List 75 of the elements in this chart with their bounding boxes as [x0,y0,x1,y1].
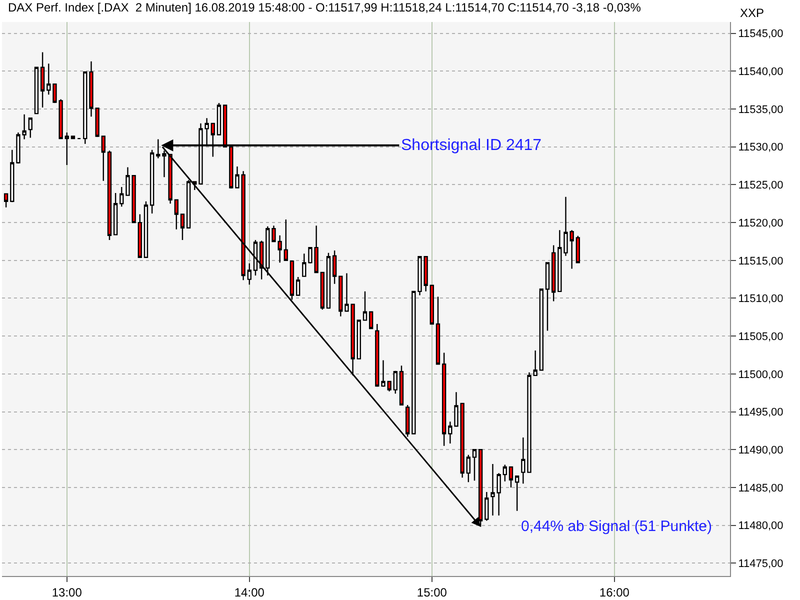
candlestick [40,52,45,108]
candlestick [28,118,32,138]
candlestick [332,250,337,284]
candlestick [107,150,112,241]
x-tick-label: 16:00 [599,585,630,600]
candlestick [436,296,440,365]
candlestick [150,149,154,214]
candlestick [174,199,178,230]
y-tick-label: 11495,00 [738,406,784,419]
x-tick-label: 15:00 [416,585,448,600]
candlestick [393,370,398,394]
candlestick [539,288,544,371]
candlestick [156,138,160,159]
candlestick [266,226,270,276]
candlestick [216,102,222,136]
y-tick-label: 11480,00 [738,520,784,532]
x-tick-label: 14:00 [234,585,265,600]
candlestick [472,449,477,482]
candlestick [259,240,264,280]
candlestick [83,71,88,144]
y-tick-label: 11520,00 [738,217,784,230]
candlestick [326,252,331,309]
candlestick [138,214,142,258]
y-axis-title: XXP [740,6,764,20]
candlestick [399,365,404,406]
y-tick-label: 11515,00 [738,255,784,268]
candlestick [101,136,106,182]
candlestick [64,132,69,166]
candlestick [442,352,446,446]
x-tick-label: 13:00 [52,585,82,600]
candlestick [320,272,324,310]
y-tick-label: 11475,00 [738,558,784,570]
y-tick-label: 11505,00 [738,330,784,343]
y-tick-label: 11530,00 [738,142,784,154]
candlestick [302,252,306,277]
y-tick-label: 11535,00 [738,104,784,116]
annotation: 0,44% ab Signal (51 Punkte) [521,518,712,535]
candlestick [466,454,470,483]
candlestick [545,262,550,332]
y-tick-label: 11485,00 [738,482,784,494]
candlestick [502,464,507,482]
candlestick [296,276,300,296]
candlestick [508,466,514,488]
candlestick [4,193,8,208]
candlestick [253,239,258,276]
y-tick-label: 11510,00 [738,293,784,306]
candlestick [514,476,520,512]
candlestick [284,218,288,261]
candlestick [338,276,343,318]
chart-title: DAX Perf. Index [.DAX 2 Minuten] 16.08.2019 15:48:00 - O:11517,99 H:11518,24 L:11514,70 C:11514,70 -3,18 -0,03% [8,0,642,14]
candlestick [113,192,118,236]
candlestick [484,491,489,522]
candlestick [186,180,191,228]
y-tick-label: 11525,00 [738,180,784,192]
candlestick [356,320,361,360]
y-tick-label: 11540,00 [738,66,784,78]
candlestick [362,290,368,321]
candlestick [120,186,124,208]
candlestick [430,284,434,325]
candlestick [180,214,185,241]
y-tick-label: 11490,00 [738,444,784,456]
candlestick [576,235,580,264]
candlestick [405,404,410,438]
candlestick [144,200,148,258]
candlestick [375,323,380,388]
y-tick-label: 11545,00 [738,28,784,40]
y-tick-label: 11500,00 [738,368,784,381]
candlestick [10,149,14,203]
candlestick [46,63,51,96]
candlestick [290,260,294,300]
candlestick [34,66,39,114]
candlestick [551,244,556,302]
candlestick [368,311,374,330]
annotation: Shortsignal ID 2417 [401,137,542,154]
candlestick [247,262,252,286]
